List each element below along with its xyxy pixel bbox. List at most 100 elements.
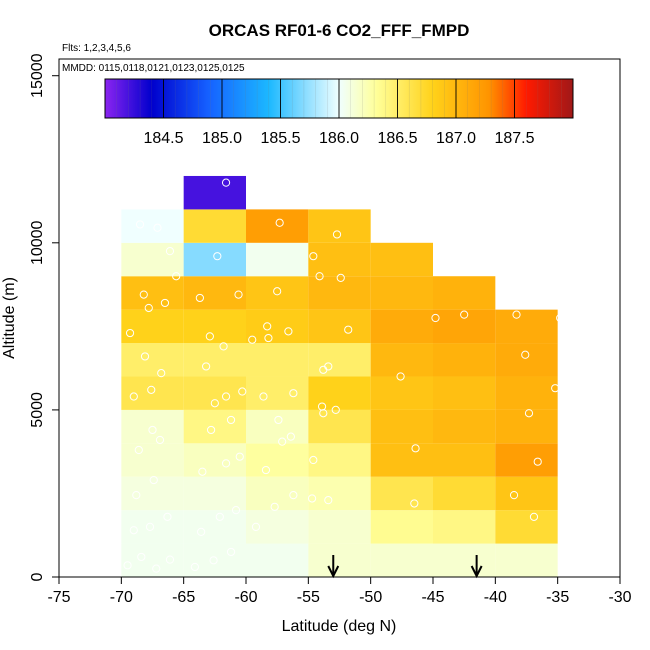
y-axis-label: Altitude (m) — [1, 277, 18, 359]
observation-point — [172, 272, 181, 281]
profile-arrow-head — [327, 565, 340, 579]
profile-arrow-head — [470, 565, 483, 579]
observation-point — [309, 252, 318, 261]
heatmap-cell — [433, 409, 496, 444]
heatmap-cell — [121, 510, 184, 544]
heatmap-cell — [183, 409, 246, 444]
observation-point — [248, 335, 257, 344]
plot-frame — [58, 58, 621, 578]
x-tick-label: -55 — [297, 589, 320, 606]
flights-note: Flts: 1,2,3,4,5,6 — [62, 43, 131, 54]
observation-point — [153, 223, 162, 232]
observation-point — [160, 298, 170, 308]
x-tick-label: -65 — [172, 589, 195, 606]
heatmap-cell — [370, 476, 433, 511]
heatmap-cell — [246, 276, 309, 310]
observation-point — [226, 547, 236, 557]
heatmap-cell — [370, 443, 433, 477]
observation-point — [144, 303, 153, 313]
observation-point — [165, 247, 175, 256]
observation-point — [234, 290, 243, 299]
observation-point — [213, 252, 222, 261]
observation-point — [195, 293, 204, 303]
observation-point — [202, 362, 211, 371]
heatmap-cell — [370, 343, 433, 377]
colorbar-tick-label: 187.5 — [494, 130, 534, 147]
observation-point — [251, 522, 261, 531]
heatmap-cell — [246, 543, 309, 577]
observation-point — [235, 452, 244, 461]
heatmap-cell — [433, 510, 496, 544]
observation-point — [396, 372, 405, 381]
observation-point — [157, 369, 166, 378]
heatmap-cell — [308, 343, 371, 377]
observation-point — [289, 491, 298, 500]
observation-point — [284, 327, 293, 336]
observation-point — [197, 527, 206, 536]
heatmap-cell — [433, 476, 496, 511]
observation-point — [524, 409, 534, 418]
heatmap-cells — [121, 175, 558, 577]
profile-arrows — [327, 555, 483, 579]
heatmap-cell — [433, 443, 496, 477]
observation-point — [198, 467, 207, 476]
observation-point — [336, 273, 345, 282]
observation-point — [137, 552, 146, 562]
heatmap-cell — [308, 543, 371, 577]
observation-point — [533, 457, 542, 466]
heatmap-cell — [183, 443, 246, 477]
observation-point — [307, 494, 317, 503]
observation-point — [148, 425, 157, 435]
heatmap-cell — [183, 175, 246, 210]
observation-point — [139, 290, 148, 299]
observation-point — [274, 415, 283, 425]
heatmap-cell — [495, 510, 558, 544]
observation-point — [163, 512, 172, 521]
x-axis: -75 -70 -65 -60 -55 -50 -45 -40 -35 -30 — [47, 577, 632, 606]
observation-point — [190, 562, 199, 572]
heatmap-cell — [183, 309, 246, 344]
observation-point — [289, 389, 298, 398]
observation-point — [206, 425, 216, 435]
observation-point — [431, 313, 440, 323]
heatmap-cell — [308, 476, 371, 511]
x-axis-label: Latitude (deg N) — [282, 618, 397, 635]
colorbar-frame — [104, 78, 574, 119]
heatmap-cell — [246, 309, 309, 344]
heatmap-cell — [433, 309, 496, 344]
observation-point — [286, 432, 295, 441]
colorbar-tick-label: 186.0 — [319, 130, 359, 147]
heatmap-cell — [495, 343, 558, 377]
observation-point — [521, 350, 530, 359]
heatmap-cell — [121, 476, 184, 511]
x-tick-label: -30 — [608, 589, 631, 606]
heatmap-cell — [308, 443, 371, 477]
observation-point — [344, 325, 353, 334]
observation-point — [460, 310, 469, 319]
observation-point — [238, 387, 247, 396]
observation-point — [270, 502, 279, 511]
observation-point — [263, 322, 272, 331]
observation-point — [140, 352, 150, 361]
colorbar-tick-label: 186.5 — [377, 130, 417, 147]
heatmap-cell — [433, 276, 496, 310]
observation-points — [123, 178, 565, 573]
heatmap-cell — [183, 376, 246, 410]
heatmap-cell — [183, 276, 246, 310]
x-tick-label: -60 — [234, 589, 257, 606]
observation-point — [556, 313, 565, 323]
heatmap-cell — [433, 376, 496, 410]
observation-point — [205, 332, 214, 341]
heatmap-cell — [183, 242, 246, 277]
observation-point — [275, 218, 284, 227]
observation-point — [210, 399, 219, 408]
observation-point — [132, 491, 141, 500]
observation-point — [309, 455, 318, 465]
heatmap-cell — [246, 476, 309, 511]
heatmap-cell — [183, 476, 246, 511]
observation-point — [324, 362, 333, 371]
heatmap-cell — [495, 543, 558, 577]
observation-point — [221, 459, 231, 468]
heatmap-cell — [308, 376, 371, 410]
observation-point — [264, 333, 273, 343]
